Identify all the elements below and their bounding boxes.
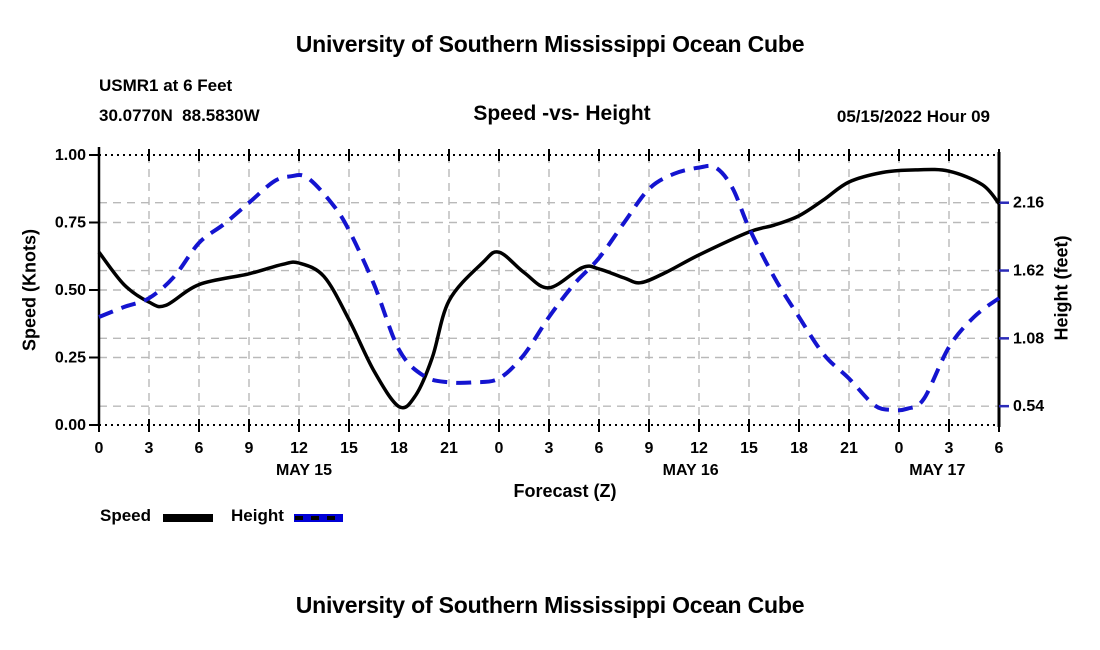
chart-title: Speed -vs- Height	[473, 102, 651, 125]
x-tick-label: 3	[145, 440, 154, 457]
speed-curve	[97, 167, 1001, 410]
right-axis-tick-label: 2.16	[1013, 195, 1044, 212]
page-title: University of Southern Mississippi Ocean…	[295, 31, 805, 57]
x-tick-label: 12	[690, 440, 708, 457]
x-day-label: MAY 16	[663, 462, 719, 479]
left-axis-tick-label: 0.50	[55, 282, 86, 299]
right-axis-tick-label: 1.62	[1013, 263, 1044, 280]
x-tick-label: 6	[995, 440, 1004, 457]
right-axis-tick-label: 1.08	[1013, 330, 1044, 347]
datetime-label: 05/15/2022 Hour 09	[836, 107, 990, 126]
x-tick-label: 15	[340, 440, 358, 457]
x-tick-label: 0	[95, 440, 104, 457]
x-tick-label: 15	[740, 440, 758, 457]
x-tick-label: 3	[545, 440, 554, 457]
x-axis-title: Forecast (Z)	[513, 481, 617, 501]
x-tick-label: 9	[645, 440, 654, 457]
x-tick-label: 6	[595, 440, 604, 457]
x-tick-label: 0	[895, 440, 904, 457]
x-tick-label: 9	[245, 440, 254, 457]
x-tick-label: 0	[495, 440, 504, 457]
height-curve	[98, 163, 1001, 413]
legend-height-swatch	[294, 514, 343, 522]
x-tick-label: 3	[945, 440, 954, 457]
x-day-label: MAY 17	[909, 462, 965, 479]
footer-title: University of Southern Mississippi Ocean…	[295, 592, 805, 618]
left-axis-tick-label: 0.00	[55, 417, 86, 434]
right-axis-tick-label: 0.54	[1013, 398, 1044, 415]
x-tick-label: 18	[790, 440, 808, 457]
x-tick-label: 6	[195, 440, 204, 457]
left-axis-tick-label: 0.75	[55, 215, 86, 232]
legend-speed-label: Speed	[100, 506, 152, 525]
left-axis-tick-label: 0.25	[55, 350, 86, 367]
coordinates-label: 30.0770N 88.5830W	[99, 106, 260, 125]
x-tick-label: 18	[390, 440, 408, 457]
x-tick-label: 21	[440, 440, 458, 457]
left-axis-tick-label: 1.00	[55, 147, 86, 164]
x-day-label: MAY 15	[276, 462, 332, 479]
x-tick-label: 12	[290, 440, 308, 457]
x-tick-label: 21	[840, 440, 858, 457]
legend-height-label: Height	[231, 506, 284, 525]
station-label: USMR1 at 6 Feet	[99, 76, 233, 95]
legend-speed-swatch	[163, 514, 213, 522]
